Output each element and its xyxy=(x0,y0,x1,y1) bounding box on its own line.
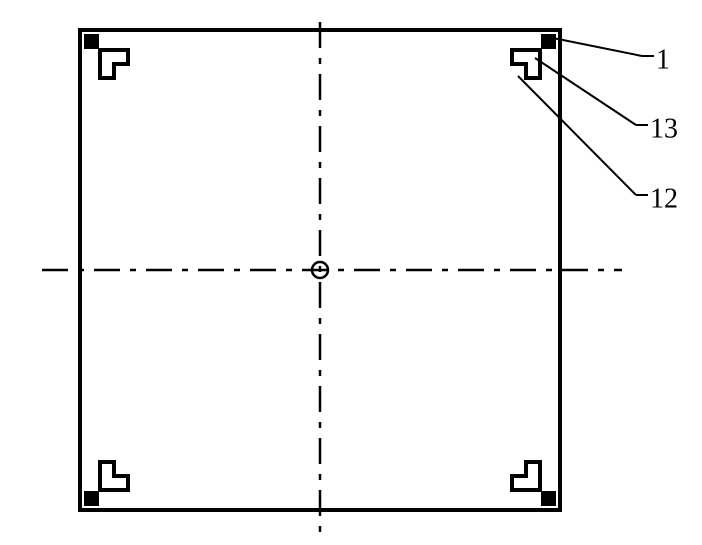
corner-marker-top-right xyxy=(541,34,556,49)
corner-bottom-left xyxy=(84,462,128,506)
corner-step-bottom-right xyxy=(512,462,540,490)
corner-marker-top-left xyxy=(84,34,99,49)
corner-step-bottom-left xyxy=(100,462,128,490)
leader-line-1 xyxy=(553,38,642,56)
corner-marker-bottom-left xyxy=(84,491,99,506)
callout-label-12: 12 xyxy=(650,183,678,214)
corner-top-right xyxy=(512,34,556,78)
corner-step-top-left xyxy=(100,50,128,78)
corner-bottom-right xyxy=(512,462,556,506)
corner-marker-bottom-right xyxy=(541,491,556,506)
callout-label-13: 13 xyxy=(650,113,678,144)
corner-top-left xyxy=(84,34,128,78)
callout-label-1: 1 xyxy=(656,44,670,75)
corner-step-top-right xyxy=(512,50,540,78)
callout-12: 12 xyxy=(518,76,678,214)
callout-1: 1 xyxy=(553,38,670,75)
leader-line-13 xyxy=(535,58,636,125)
leader-line-12 xyxy=(518,76,636,195)
